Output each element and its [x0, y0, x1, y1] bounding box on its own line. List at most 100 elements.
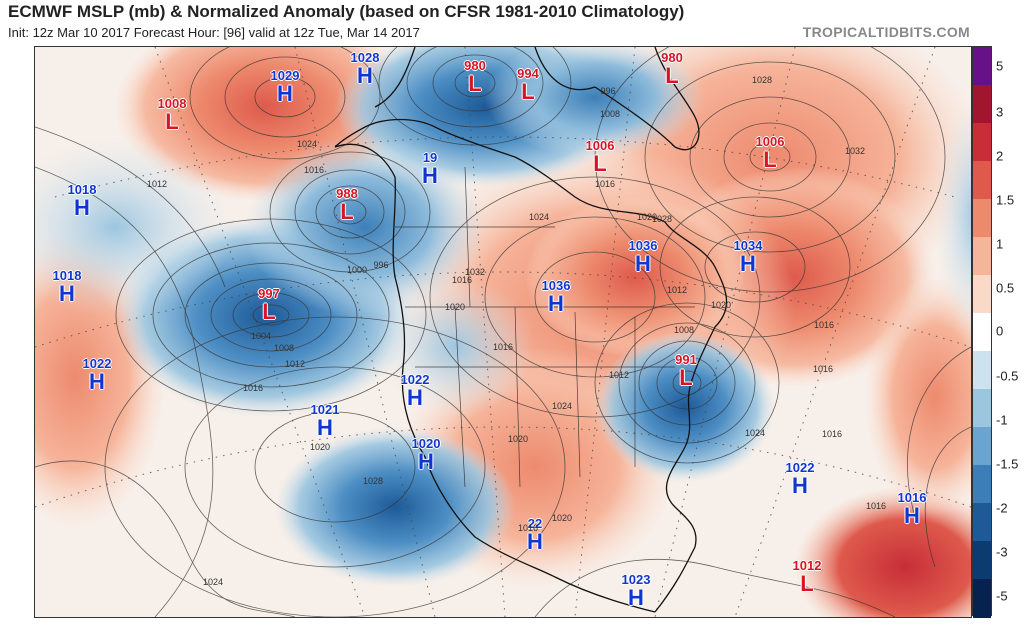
isobar-label: 1012: [608, 370, 630, 380]
low-pressure-center: 1006 L: [756, 135, 785, 171]
high-symbol: H: [635, 251, 651, 276]
colorbar-segment: [973, 85, 991, 124]
low-pressure-center: 997 L: [258, 287, 280, 323]
high-pressure-center: 1021 H: [311, 403, 340, 439]
map-canvas: [35, 47, 971, 617]
isobar-label: 996: [600, 86, 616, 96]
pressure-value: 1008: [157, 96, 187, 111]
colorbar-label: 0: [996, 323, 1004, 339]
colorbar-label: 2: [996, 148, 1004, 164]
isobar-label: 1028: [362, 476, 384, 486]
low-pressure-center: 991 L: [675, 353, 697, 389]
pressure-value: 994: [517, 66, 539, 81]
isobar-label: 1020: [444, 302, 466, 312]
low-pressure-center: 1012 L: [793, 559, 822, 595]
high-symbol: H: [792, 473, 808, 498]
pressure-value: 1016: [897, 490, 927, 505]
isobar-label: 1016: [517, 523, 539, 533]
isobar-label: 1016: [865, 501, 887, 511]
pressure-value: 1006: [755, 134, 785, 149]
low-symbol: L: [679, 365, 693, 390]
isobar-label: 1000: [346, 265, 368, 275]
high-pressure-center: 22 H: [527, 517, 543, 553]
pressure-value: 19: [422, 150, 438, 165]
isobar-label: 1024: [528, 212, 550, 222]
low-pressure-center: 994 L: [517, 67, 539, 103]
high-symbol: H: [740, 251, 756, 276]
isobar-label: 1004: [250, 331, 272, 341]
isobar-label: 1016: [451, 275, 473, 285]
low-symbol: L: [165, 109, 179, 134]
colorbar-segment: [973, 275, 991, 314]
high-pressure-center: 1022 H: [83, 357, 112, 393]
high-symbol: H: [317, 415, 333, 440]
low-pressure-center: 988 L: [336, 187, 358, 223]
isobar-label: 1024: [744, 428, 766, 438]
colorbar-label: -2: [996, 500, 1008, 516]
colorbar-segment: [973, 579, 991, 618]
colorbar-label: -0.5: [996, 368, 1019, 384]
pressure-value: 1012: [792, 558, 822, 573]
high-symbol: H: [74, 195, 90, 220]
high-symbol: H: [357, 63, 373, 88]
isobar-label: 1016: [821, 429, 843, 439]
isobar-label: 1016: [303, 165, 325, 175]
isobar-label: 1024: [551, 401, 573, 411]
colorbar-segment: [973, 427, 991, 466]
colorbar-segment: [973, 503, 991, 542]
high-symbol: H: [904, 503, 920, 528]
colorbar-segment: [973, 541, 991, 580]
isobar-label: 1020: [710, 300, 732, 310]
isobar-label: 1012: [666, 285, 688, 295]
colorbar-segment: [973, 123, 991, 162]
colorbar-segment: [973, 161, 991, 200]
high-pressure-center: 1029 H: [271, 69, 300, 105]
high-symbol: H: [527, 529, 543, 554]
low-pressure-center: 980 L: [464, 59, 486, 95]
pressure-value: 1018: [52, 268, 82, 283]
high-symbol: H: [418, 449, 434, 474]
low-symbol: L: [340, 199, 354, 224]
colorbar-label: 1: [996, 236, 1004, 252]
low-symbol: L: [800, 571, 814, 596]
pressure-value: 1022: [785, 460, 815, 475]
high-pressure-center: 1022 H: [401, 373, 430, 409]
isobar-label: 1032: [844, 146, 866, 156]
isobar-label: 1008: [273, 343, 295, 353]
low-pressure-center: 1008 L: [158, 97, 187, 133]
high-symbol: H: [548, 291, 564, 316]
low-symbol: L: [468, 71, 482, 96]
isobar-label: 1028: [651, 214, 673, 224]
isobar-label: 1028: [751, 75, 773, 85]
pressure-value: 1029: [270, 68, 300, 83]
pressure-value: 991: [675, 352, 697, 367]
low-pressure-center: 1006 L: [586, 139, 615, 175]
colorbar-label: 1.5: [996, 192, 1015, 208]
colorbar-segment: [973, 351, 991, 390]
isobar-label: 1012: [284, 359, 306, 369]
high-pressure-center: 1020 H: [412, 437, 441, 473]
isobar-label: 1016: [594, 179, 616, 189]
pressure-value: 997: [258, 286, 280, 301]
low-symbol: L: [262, 299, 276, 324]
colorbar-segment: [973, 47, 991, 86]
pressure-value: 1022: [82, 356, 112, 371]
colorbar-label: -1: [996, 412, 1008, 428]
isobar-label: 1024: [296, 139, 318, 149]
pressure-value: 1036: [628, 238, 658, 253]
high-pressure-center: 19 H: [422, 151, 438, 187]
isobar-label: 1012: [146, 179, 168, 189]
high-symbol: H: [89, 369, 105, 394]
high-pressure-center: 1036 H: [629, 239, 658, 275]
isobar-label: 996: [373, 260, 389, 270]
low-pressure-center: 980 L: [661, 51, 683, 87]
pressure-value: 1020: [411, 436, 441, 451]
colorbar-label: 3: [996, 104, 1004, 120]
low-symbol: L: [763, 147, 777, 172]
isobar-label: 1016: [492, 342, 514, 352]
high-symbol: H: [59, 281, 75, 306]
colorbar-label: 5: [996, 58, 1004, 74]
colorbar: [972, 46, 992, 618]
colorbar-label: -5: [996, 588, 1008, 604]
isobar-label: 1016: [812, 364, 834, 374]
